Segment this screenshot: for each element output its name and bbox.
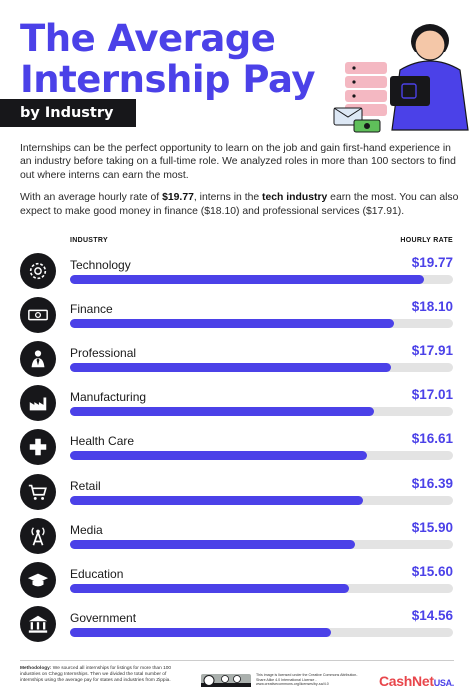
methodology-note: Methodology: We sourced all internships … [20,666,172,683]
bar [70,363,391,373]
chart-row: Finance $18.10 [0,292,474,336]
bar [70,539,355,549]
gear-chip-icon [20,253,56,289]
graduation-cap-icon [20,561,56,598]
industry-column-header: INDUSTRY [70,237,108,244]
medical-cross-icon [20,429,56,466]
chart-row: Media $15.90 [0,513,474,557]
bar-track [70,583,453,593]
value-label: $17.01 [411,387,453,403]
category-label: Professional [70,346,137,361]
bar [70,495,364,505]
category-label: Media [70,522,103,537]
bar [70,627,331,637]
subtitle-banner: by Industry [0,99,136,127]
bar [70,275,424,284]
bar-track [70,319,453,329]
person-tie-icon [20,341,56,378]
bar [70,583,350,593]
value-label: $14.56 [411,607,453,623]
hourly-rate-column-header: HOURLY RATE [400,237,453,244]
chart-row: Health Care $16.61 [0,424,474,468]
category-label: Government [70,610,137,625]
footer-divider [20,660,454,661]
category-label: Technology [70,258,131,272]
chart-row: Technology $19.77 [0,248,474,292]
bar-track [70,363,453,373]
cashnetusa-logo: CashNetUSA. [378,673,454,689]
category-label: Finance [70,302,113,317]
shopping-cart-icon [20,473,56,510]
chart-row: Retail $16.39 [0,469,474,513]
intro-paragraph-1: Internships can be the perfect opportuni… [20,143,456,181]
creative-commons-icon [201,674,251,687]
value-label: $17.91 [411,343,453,359]
chart-row: Manufacturing $17.01 [0,380,474,424]
bar-track [70,407,453,417]
bar-track [70,539,453,549]
category-label: Education [70,566,124,581]
chart-row: Education $15.60 [0,557,474,601]
bar-track [70,495,453,505]
money-bill-icon [20,297,56,334]
highlight-industry: tech industry [262,192,328,204]
category-label: Health Care [70,434,135,449]
value-label: $19.77 [411,255,453,270]
bar [70,451,368,461]
title-line-1: The Average [20,17,276,60]
value-label: $15.90 [411,519,453,535]
title-line-2: Internship Pay [20,58,315,101]
category-label: Manufacturing [70,390,147,405]
person-laptop-illustration [333,24,469,133]
government-building-icon [20,605,56,642]
intro-paragraph-2: With an average hourly rate of $19.77, i… [20,192,459,217]
value-label: $16.39 [411,475,453,491]
value-label: $15.60 [411,563,453,579]
factory-icon [20,385,56,422]
bar [70,319,394,329]
chart-row: Government $14.56 [0,601,474,645]
value-label: $18.10 [411,299,453,315]
bar-track [70,451,453,461]
license-text: This image is licensed under the Creativ… [256,673,358,687]
page-title: The Average Internship Pay [20,18,315,100]
bar [70,407,375,417]
intro-text: Internships can be the perfect opportuni… [20,142,460,218]
chart-row: Professional $17.91 [0,336,474,380]
bar-track [70,627,453,637]
value-label: $16.61 [411,431,453,447]
highlight-rate: $19.77 [162,192,194,204]
broadcast-tower-icon [20,517,56,554]
bar-track [70,275,453,284]
category-label: Retail [70,478,101,493]
